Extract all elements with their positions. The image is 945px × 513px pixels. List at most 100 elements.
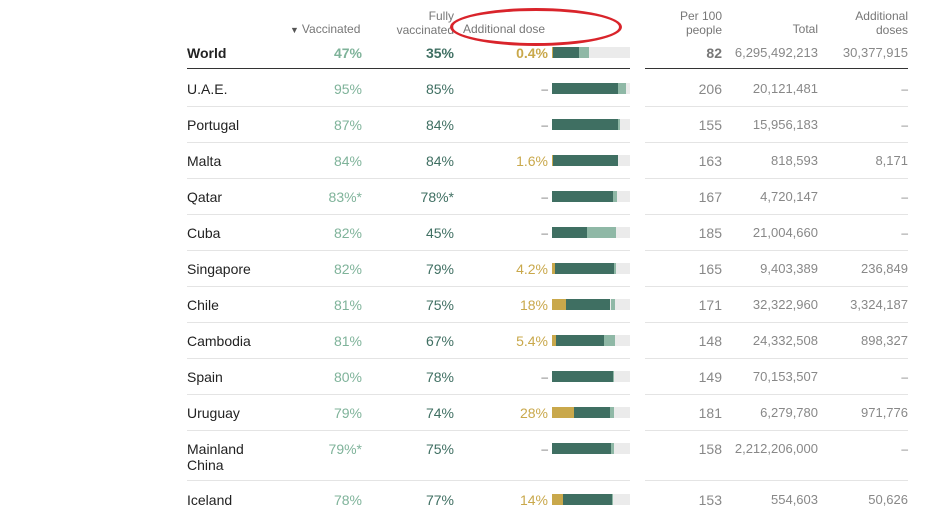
header-fully-line1: Fully — [428, 9, 454, 23]
per-100-value: 167 — [698, 189, 722, 205]
row-divider — [645, 178, 908, 179]
vaccinated-value: 81% — [333, 297, 362, 313]
total-doses-value: 9,403,389 — [760, 261, 818, 276]
total-doses-value: 818,593 — [771, 153, 818, 168]
row-divider — [645, 322, 908, 323]
header-vaccinated[interactable]: ▼ Vaccinated — [290, 22, 360, 37]
additional-doses-value: – — [901, 82, 908, 96]
row-divider — [187, 106, 630, 107]
additional-doses-value: 3,324,187 — [850, 297, 908, 312]
header-per100-line1: Per 100 — [679, 9, 722, 23]
per-100-value: 153 — [698, 492, 722, 508]
fully-vaccinated-value: 78%* — [420, 189, 454, 205]
vaccination-bar — [552, 155, 630, 166]
country-name: Uruguay — [187, 405, 240, 421]
total-doses-value: 6,279,780 — [760, 405, 818, 420]
fully-vaccinated-value: 67% — [425, 333, 454, 349]
bar-fully-segment — [556, 335, 605, 346]
bar-additional-segment — [552, 407, 574, 418]
additional-dose-value: – — [541, 226, 548, 240]
total-doses-value: 6,295,492,213 — [734, 45, 818, 60]
row-divider — [645, 214, 908, 215]
per-100-value: 171 — [698, 297, 722, 313]
total-doses-value: 70,153,507 — [752, 369, 818, 384]
bar-fully-segment — [552, 83, 619, 94]
bar-fully-segment — [552, 371, 613, 382]
additional-doses-value: 50,626 — [868, 492, 908, 507]
row-divider — [645, 430, 908, 431]
header-additional-doses[interactable]: Additional doses — [830, 9, 908, 37]
bar-additional-segment — [552, 263, 556, 274]
header-fully-vaccinated[interactable]: Fully vaccinated — [392, 9, 454, 37]
additional-dose-value: 18% — [519, 297, 548, 313]
bar-fully-segment — [552, 119, 618, 130]
world-divider — [645, 68, 908, 69]
country-name: Chile — [187, 297, 219, 313]
per-100-value: 158 — [698, 441, 722, 457]
vaccination-bar — [552, 443, 630, 454]
bar-fully-segment — [552, 443, 611, 454]
bar-partial-segment — [612, 191, 617, 202]
fully-vaccinated-value: 75% — [425, 297, 454, 313]
vaccination-bar — [552, 494, 630, 505]
country-name: Malta — [187, 153, 222, 169]
additional-doses-value: – — [901, 442, 908, 456]
fully-vaccinated-value: 45% — [425, 225, 454, 241]
additional-dose-value: 5.4% — [516, 333, 548, 349]
header-per-100[interactable]: Per 100 people — [650, 9, 722, 37]
fully-vaccinated-value: 75% — [425, 441, 454, 457]
fully-vaccinated-value: 79% — [425, 261, 454, 277]
country-name: U.A.E. — [187, 81, 228, 97]
country-name: Cambodia — [187, 333, 251, 349]
bar-partial-segment — [618, 83, 627, 94]
vaccinated-value: 47% — [333, 45, 362, 61]
per-100-value: 149 — [698, 369, 722, 385]
vaccination-bar — [552, 335, 630, 346]
bar-partial-segment — [610, 299, 616, 310]
bar-additional-segment — [552, 155, 554, 166]
additional-dose-value: – — [541, 82, 548, 96]
additional-doses-value: 8,171 — [875, 153, 908, 168]
per-100-value: 206 — [698, 81, 722, 97]
sort-descending-icon: ▼ — [290, 25, 299, 35]
bar-partial-segment — [587, 227, 616, 238]
additional-dose-value: – — [541, 442, 548, 456]
fully-vaccinated-value: 74% — [425, 405, 454, 421]
additional-doses-value: – — [901, 226, 908, 240]
bar-additional-segment — [552, 335, 557, 346]
country-name: Iceland — [187, 492, 233, 508]
bar-partial-segment — [613, 263, 616, 274]
vaccinated-value: 83%* — [328, 189, 362, 205]
header-total[interactable]: Total — [792, 22, 818, 36]
additional-doses-value: 30,377,915 — [842, 45, 908, 60]
additional-doses-value: – — [901, 118, 908, 132]
vaccinated-value: 79% — [333, 405, 362, 421]
additional-dose-value: – — [541, 190, 548, 204]
country-name: Singapore — [187, 261, 251, 277]
country-name: Cuba — [187, 225, 221, 241]
per-100-value: 82 — [706, 45, 722, 61]
total-doses-value: 15,956,183 — [752, 117, 818, 132]
row-divider — [645, 142, 908, 143]
bar-partial-segment — [604, 335, 616, 346]
header-adddoses-line2: doses — [875, 23, 908, 37]
country-name: World — [187, 45, 227, 61]
total-doses-value: 2,212,206,000 — [734, 441, 818, 456]
vaccination-bar — [552, 407, 630, 418]
vaccination-bar — [552, 47, 630, 58]
bar-fully-segment — [573, 407, 610, 418]
row-divider — [187, 394, 630, 395]
row-divider — [187, 358, 630, 359]
header-vaccinated-label: Vaccinated — [301, 22, 361, 36]
additional-doses-value: 898,327 — [861, 333, 908, 348]
vaccinated-value: 79%* — [328, 441, 362, 457]
row-divider — [187, 178, 630, 179]
additional-dose-value: 0.4% — [516, 45, 548, 61]
fully-vaccinated-value: 78% — [425, 369, 454, 385]
country-name: Spain — [187, 369, 223, 385]
per-100-value: 181 — [698, 405, 722, 421]
fully-vaccinated-value: 35% — [425, 45, 454, 61]
row-divider — [187, 322, 630, 323]
row-divider — [645, 250, 908, 251]
per-100-value: 185 — [698, 225, 722, 241]
